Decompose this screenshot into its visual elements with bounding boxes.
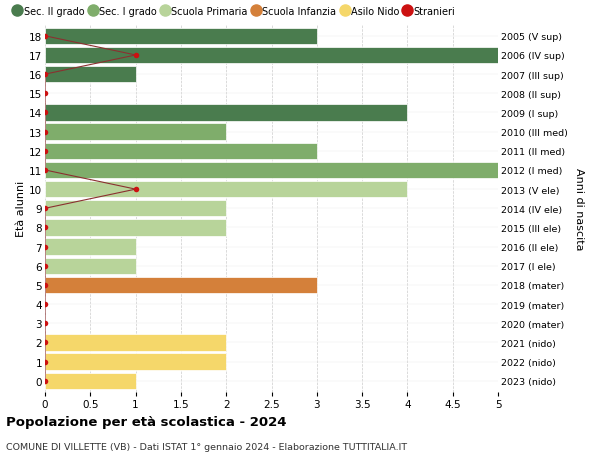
Bar	[45, 239, 136, 255]
Bar	[45, 105, 407, 121]
Point	[131, 52, 140, 60]
Point	[40, 129, 50, 136]
Point	[40, 282, 50, 289]
Bar	[45, 201, 226, 217]
Bar	[45, 277, 317, 293]
Point	[40, 358, 50, 365]
Text: Popolazione per età scolastica - 2024: Popolazione per età scolastica - 2024	[6, 415, 287, 428]
Y-axis label: Anni di nascita: Anni di nascita	[574, 168, 584, 250]
Point	[131, 186, 140, 193]
Bar	[45, 28, 317, 45]
Bar	[45, 48, 498, 64]
Point	[40, 90, 50, 98]
Bar	[45, 124, 226, 140]
Point	[40, 339, 50, 347]
Point	[40, 33, 50, 40]
Bar	[45, 354, 226, 370]
Point	[40, 377, 50, 385]
Bar	[45, 143, 317, 160]
Point	[40, 148, 50, 155]
Point	[40, 110, 50, 117]
Bar	[45, 258, 136, 274]
Point	[40, 243, 50, 251]
Bar	[45, 182, 407, 198]
Bar	[45, 373, 136, 389]
Point	[40, 205, 50, 213]
Bar	[45, 67, 136, 83]
Point	[40, 320, 50, 327]
Y-axis label: Età alunni: Età alunni	[16, 181, 26, 237]
Point	[40, 301, 50, 308]
Point	[40, 263, 50, 270]
Bar	[45, 220, 226, 236]
Bar	[45, 335, 226, 351]
Point	[40, 71, 50, 78]
Text: COMUNE DI VILLETTE (VB) - Dati ISTAT 1° gennaio 2024 - Elaborazione TUTTITALIA.I: COMUNE DI VILLETTE (VB) - Dati ISTAT 1° …	[6, 442, 407, 451]
Point	[40, 224, 50, 232]
Legend: Sec. II grado, Sec. I grado, Scuola Primaria, Scuola Infanzia, Asilo Nido, Stran: Sec. II grado, Sec. I grado, Scuola Prim…	[15, 7, 455, 17]
Bar	[45, 162, 498, 179]
Point	[40, 167, 50, 174]
